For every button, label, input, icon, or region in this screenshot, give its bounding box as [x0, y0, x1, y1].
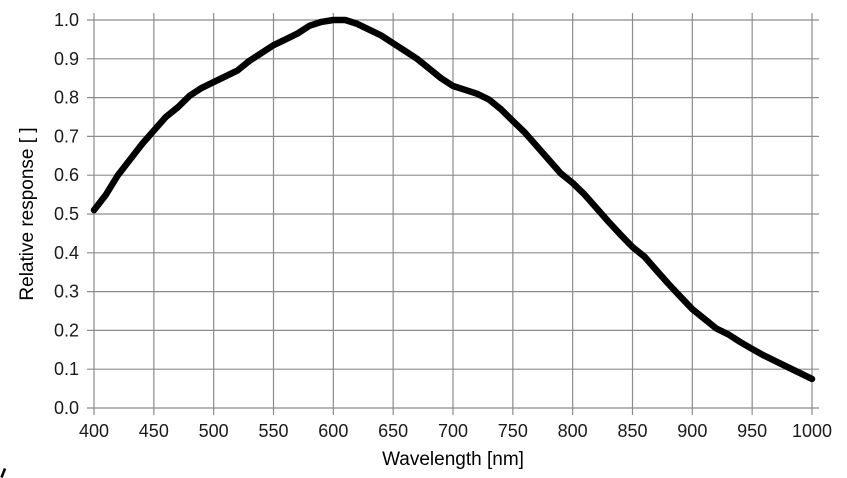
- x-tick-label-400: 400: [79, 421, 109, 441]
- y-tick-label-0.5: 0.5: [54, 204, 79, 224]
- y-tick-label-0.0: 0.0: [54, 398, 79, 418]
- tick-label-layer: 0.0 0.1 0.2 0.3 0.4 0.5 0.6 0.7 0.8 0.9 1.0 400 450 5…: [54, 10, 832, 441]
- x-tick-label-500: 500: [199, 421, 229, 441]
- x-tick-label-700: 700: [438, 421, 468, 441]
- y-axis-title: Relative response [ ]: [17, 127, 38, 300]
- y-tick-label-0.2: 0.2: [54, 320, 79, 340]
- y-tick-label-1.0: 1.0: [54, 10, 79, 30]
- x-tick-label-800: 800: [558, 421, 588, 441]
- x-tick-label-650: 650: [378, 421, 408, 441]
- x-tick-label-600: 600: [318, 421, 348, 441]
- corner-artifact: [0, 468, 7, 478]
- y-tick-label-0.6: 0.6: [54, 165, 79, 185]
- curve-layer: [90, 16, 816, 383]
- y-tick-label-0.1: 0.1: [54, 359, 79, 379]
- grid-layer: [87, 13, 819, 415]
- y-tick-label-0.3: 0.3: [54, 282, 79, 302]
- x-tick-label-950: 950: [737, 421, 767, 441]
- relative-response-curve: [90, 16, 816, 383]
- y-tick-label-0.8: 0.8: [54, 88, 79, 108]
- y-tick-label-0.4: 0.4: [54, 243, 79, 263]
- y-tick-label-0.7: 0.7: [54, 126, 79, 146]
- x-tick-label-550: 550: [258, 421, 288, 441]
- x-tick-label-900: 900: [677, 421, 707, 441]
- x-tick-label-750: 750: [498, 421, 528, 441]
- x-axis-title: Wavelength [nm]: [382, 449, 524, 470]
- x-tick-label-450: 450: [139, 421, 169, 441]
- x-tick-label-850: 850: [617, 421, 647, 441]
- y-tick-label-0.9: 0.9: [54, 49, 79, 69]
- x-tick-label-1000: 1000: [792, 421, 832, 441]
